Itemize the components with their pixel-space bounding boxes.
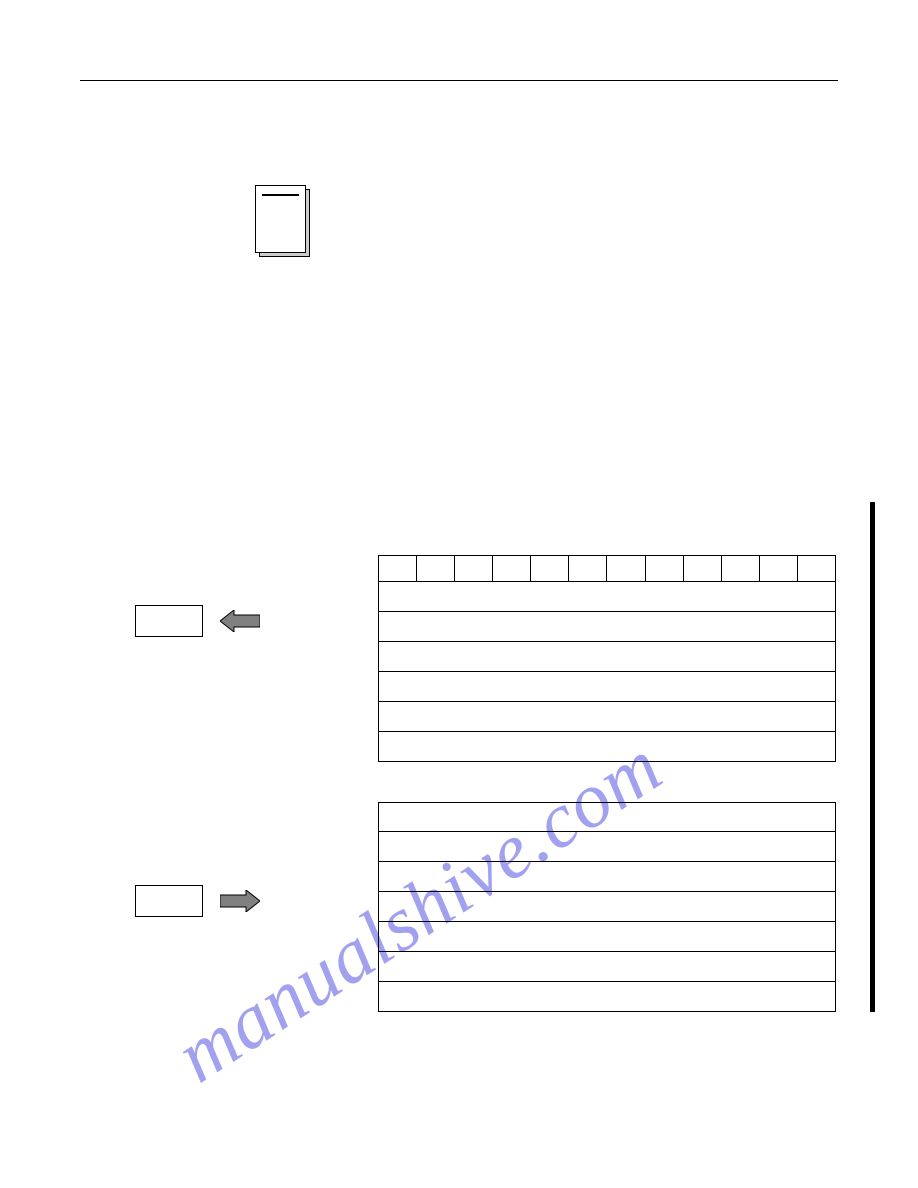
header-cell: [646, 556, 684, 582]
header-cell: [493, 556, 531, 582]
header-cell: [798, 556, 836, 582]
header-cell: [417, 556, 455, 582]
table-row: [378, 952, 836, 982]
header-cell: [569, 556, 607, 582]
table-row: [378, 862, 836, 892]
table-row: [378, 582, 836, 612]
output-table: [378, 802, 836, 1012]
header-cell: [760, 556, 798, 582]
table-row: [378, 702, 836, 732]
arrow-left-icon: [220, 610, 260, 632]
table-row: [378, 642, 836, 672]
input-table: [378, 555, 836, 762]
table-header-row: [378, 802, 836, 832]
header-cell: [455, 556, 493, 582]
header-divider: [80, 80, 838, 81]
destination-module-box: [135, 885, 203, 917]
source-module-box: [135, 605, 203, 637]
document-icon: [255, 185, 310, 257]
table-row: [378, 982, 836, 1012]
tables-region: [378, 555, 836, 1012]
table-row: [378, 732, 836, 762]
header-cell: [722, 556, 760, 582]
header-cell: [684, 556, 722, 582]
table-row: [378, 672, 836, 702]
table-header-row: [378, 555, 836, 582]
table-row: [378, 612, 836, 642]
header-cell: [379, 556, 417, 582]
header-cell: [607, 556, 645, 582]
header-cell: [531, 556, 569, 582]
section-side-bar: [870, 502, 875, 1012]
table-row: [378, 832, 836, 862]
arrow-right-icon: [220, 890, 260, 912]
table-row: [378, 892, 836, 922]
table-row: [378, 922, 836, 952]
